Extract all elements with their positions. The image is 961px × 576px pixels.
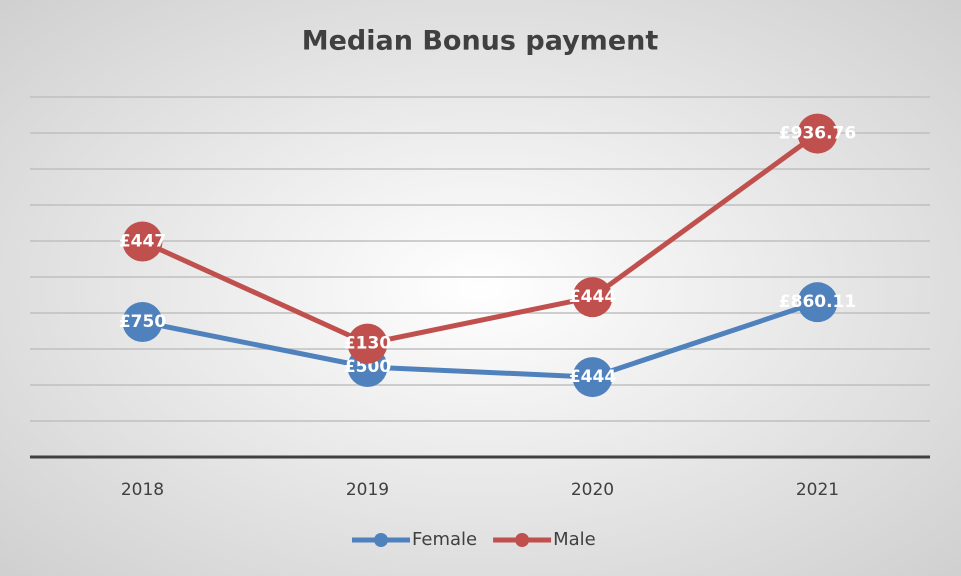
data-label: £860.11 xyxy=(779,292,856,312)
marker xyxy=(122,221,163,262)
marker xyxy=(572,277,613,318)
legend-marker xyxy=(515,533,530,547)
data-label: £750 xyxy=(119,312,166,332)
legend-label: Female xyxy=(412,529,477,550)
series-line xyxy=(142,299,819,380)
data-label: £444 xyxy=(569,367,616,387)
data-label: £130 xyxy=(344,334,391,354)
x-tick-label: 2021 xyxy=(796,480,839,500)
series-line xyxy=(141,131,819,347)
x-tick-label: 2019 xyxy=(346,480,389,500)
chart-title: Median Bonus payment xyxy=(302,26,659,57)
marker xyxy=(797,113,838,154)
marker xyxy=(797,282,838,323)
legend-marker xyxy=(374,533,388,547)
marker xyxy=(347,323,388,364)
legend-label: Male xyxy=(553,529,596,550)
data-label: £936.76 xyxy=(779,124,856,144)
data-label: £447 xyxy=(119,232,166,252)
data-label: £500 xyxy=(344,357,391,377)
marker xyxy=(572,357,613,398)
x-tick-label: 2020 xyxy=(571,480,614,500)
x-tick-label: 2018 xyxy=(121,480,164,500)
data-label: £444 xyxy=(569,287,616,307)
marker xyxy=(122,302,163,342)
